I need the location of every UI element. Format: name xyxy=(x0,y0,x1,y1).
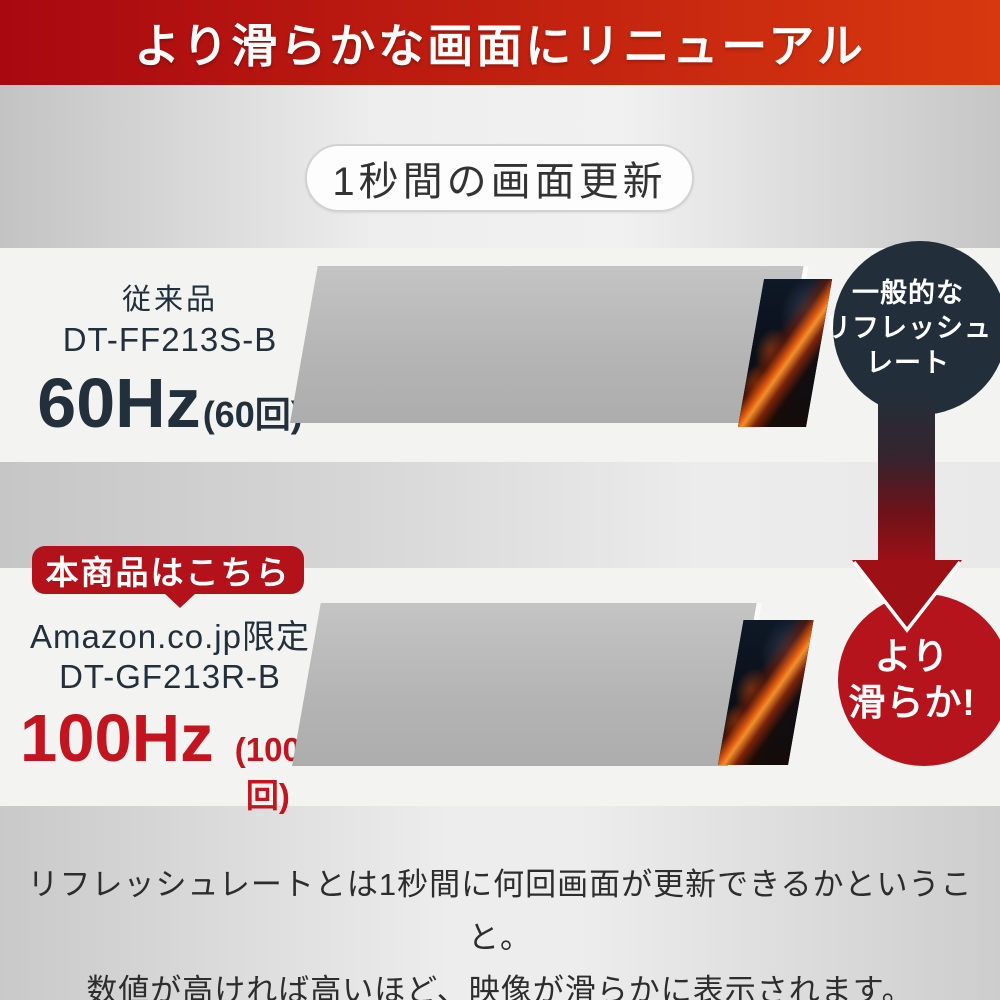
product-rate-value: 100Hz xyxy=(20,701,214,776)
callout-line: より xyxy=(874,636,950,677)
smoother-callout-text: より 滑らか! xyxy=(848,634,975,726)
product-rate-times: (100回) xyxy=(234,731,301,814)
footer-caption: リフレッシュレートとは1秒間に何回画面が更新できるかということ。 数値が高ければ… xyxy=(0,858,1000,1000)
conventional-rate-times: (60回) xyxy=(202,394,303,435)
footer-caption-line1: リフレッシュレートとは1秒間に何回画面が更新できるかということ。 xyxy=(27,867,973,955)
subtitle-pill-label: 1秒間の画面更新 xyxy=(332,160,667,204)
conventional-rate-line: 60Hz (60回) xyxy=(20,363,320,443)
product-rate-line: 100Hz (100回) xyxy=(20,700,320,817)
callout-line: レート xyxy=(866,347,950,378)
product-edition: Amazon.co.jp限定 xyxy=(30,618,310,655)
product-labels: Amazon.co.jp限定 DT-GF213R-B 100Hz (100回) xyxy=(20,610,320,817)
typical-refresh-rate-text: 一般的な リフレッシュ レート xyxy=(824,276,992,381)
callout-line: リフレッシュ xyxy=(824,312,992,343)
conventional-model-number: DT-FF213S-B xyxy=(62,321,278,358)
footer-background-band xyxy=(0,806,1000,1000)
typical-refresh-rate-callout: 一般的な リフレッシュ レート xyxy=(824,241,1000,415)
subtitle-pill: 1秒間の画面更新 xyxy=(305,144,694,212)
smoother-callout: より 滑らか! xyxy=(838,594,1000,766)
down-arrow-icon xyxy=(852,388,962,633)
banner-title: より滑らかな画面にリニューアル xyxy=(134,18,866,73)
conventional-product-labels: 従来品 DT-FF213S-B 60Hz (60回) xyxy=(20,276,320,443)
product-model-number: DT-GF213R-B xyxy=(59,658,281,695)
footer-caption-line2: 数値が高ければ高いほど、映像が滑らかに表示されます。 xyxy=(86,973,914,1000)
top-banner: より滑らかな画面にリニューアル xyxy=(0,0,1000,85)
callout-line: 滑らか! xyxy=(848,682,976,723)
conventional-category: 従来品 xyxy=(121,284,218,316)
conventional-rate-value: 60Hz xyxy=(37,364,201,442)
callout-line: 一般的な xyxy=(852,277,964,308)
this-product-badge-label: 本商品はこちら xyxy=(45,554,291,591)
this-product-badge: 本商品はこちら xyxy=(32,546,304,608)
